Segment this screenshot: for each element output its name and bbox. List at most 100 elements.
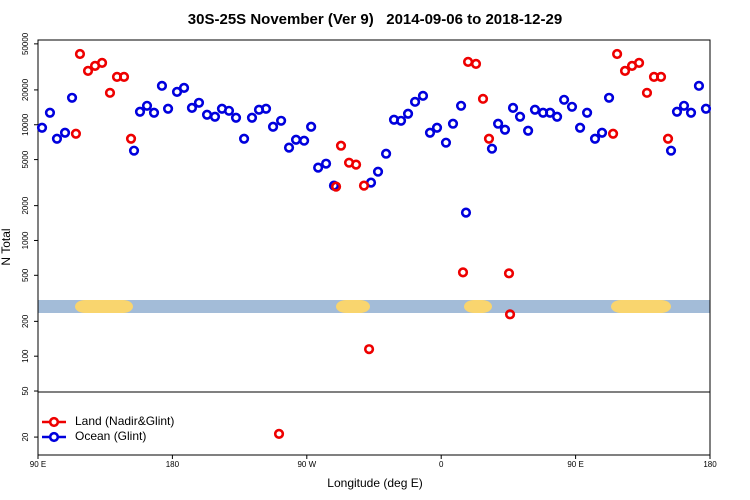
point [470, 58, 482, 69]
legend-label: Ocean (Glint) [75, 429, 146, 443]
point [82, 65, 94, 76]
point [44, 107, 56, 118]
point [238, 133, 250, 144]
ocean-strip [38, 300, 710, 313]
point [313, 162, 324, 173]
point [156, 80, 168, 91]
point [483, 133, 495, 144]
point [417, 90, 429, 101]
point [678, 100, 690, 111]
point [402, 108, 414, 119]
point [447, 118, 459, 129]
point [662, 133, 674, 144]
x-tick-label: 90 E [567, 460, 583, 469]
point [499, 124, 511, 135]
point [409, 96, 421, 107]
point [596, 127, 608, 138]
point [363, 344, 375, 355]
point [290, 134, 302, 145]
point [104, 87, 116, 98]
point [162, 103, 174, 114]
point [685, 107, 697, 118]
point [619, 65, 631, 76]
y-tick-label: 100 [21, 349, 30, 363]
point [529, 104, 541, 115]
point [492, 118, 504, 129]
point [36, 122, 48, 133]
y-tick-label: 2000 [21, 196, 30, 214]
point [193, 97, 205, 108]
plot-frame [37, 39, 711, 456]
point [171, 86, 183, 97]
point [358, 180, 370, 191]
point [641, 87, 653, 98]
point [201, 109, 213, 120]
point [330, 181, 342, 192]
y-tick-label: 20 [21, 432, 30, 441]
point [96, 57, 108, 69]
y-tick-label: 50000 [21, 32, 30, 55]
point [380, 148, 392, 159]
legend-marker [48, 431, 60, 443]
point [246, 112, 258, 123]
x-axis-label: Longitude (deg E) [327, 476, 422, 490]
point [306, 121, 317, 132]
point [504, 309, 516, 320]
point [551, 111, 563, 122]
point [223, 105, 235, 116]
point [74, 48, 86, 60]
point [299, 135, 310, 146]
point [603, 92, 615, 103]
point [665, 145, 677, 156]
point [566, 101, 578, 112]
point [70, 128, 82, 139]
point [431, 122, 443, 133]
point [462, 56, 474, 68]
land-strip [464, 300, 492, 313]
point [230, 112, 242, 123]
point [276, 115, 287, 126]
point [503, 268, 515, 279]
x-tick-label: 0 [439, 460, 444, 469]
point [440, 137, 452, 148]
point [693, 80, 705, 91]
point [51, 133, 63, 144]
point [477, 93, 489, 104]
chart-title: 30S-25S November (Ver 9) 2014-09-06 to 2… [188, 11, 562, 28]
point [118, 71, 130, 82]
point [424, 127, 436, 138]
land-strip [336, 300, 370, 313]
y-tick-label: 10000 [21, 113, 30, 136]
point [589, 133, 601, 144]
point [514, 111, 526, 122]
point [700, 103, 712, 114]
point [544, 107, 556, 118]
surface-strip [38, 300, 710, 313]
point [267, 121, 279, 132]
point [320, 158, 332, 169]
x-tick-label: 180 [703, 460, 717, 469]
point [507, 102, 519, 113]
point [574, 122, 586, 133]
point [209, 111, 221, 122]
point [178, 82, 190, 93]
x-tick-label: 90 W [297, 460, 316, 469]
point [283, 142, 295, 153]
point [273, 428, 285, 440]
point [655, 71, 667, 82]
point [372, 166, 384, 177]
point [335, 140, 347, 151]
point [607, 128, 619, 139]
y-axis-label: N Total [0, 228, 13, 265]
land-strip [75, 300, 133, 313]
point [581, 107, 593, 118]
point [457, 267, 469, 278]
y-tick-label: 200 [21, 314, 30, 328]
point [523, 125, 534, 136]
point [633, 57, 645, 69]
point [612, 48, 623, 60]
point [350, 159, 362, 170]
point [66, 92, 78, 103]
point [128, 145, 140, 156]
